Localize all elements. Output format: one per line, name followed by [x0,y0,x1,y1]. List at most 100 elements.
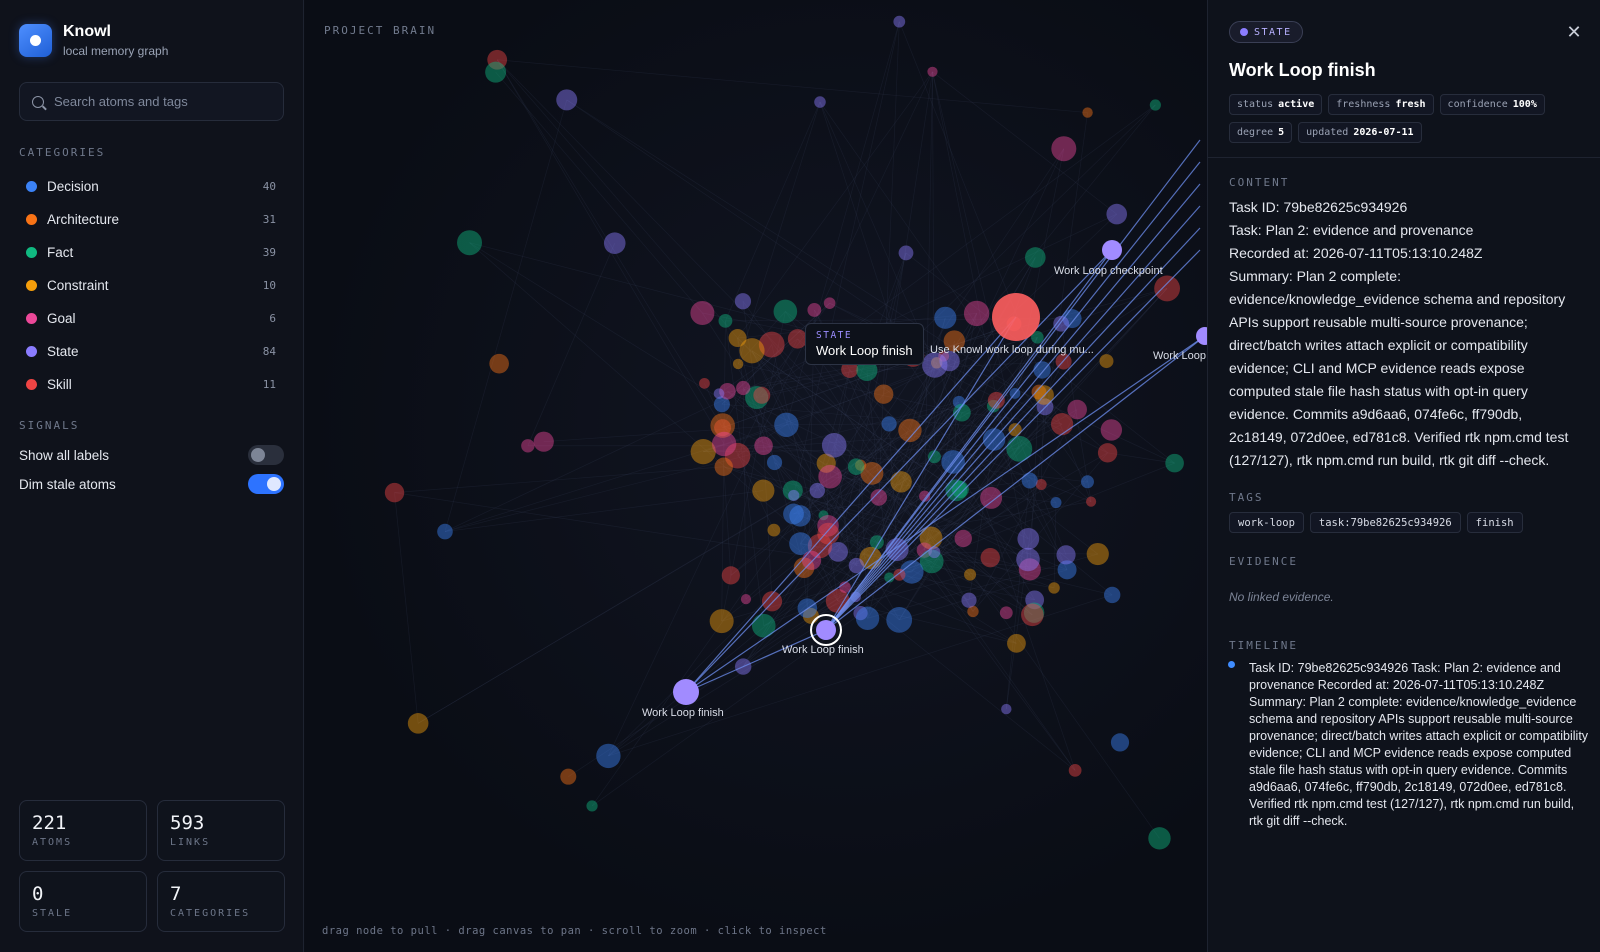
graph-node[interactable] [1018,558,1041,581]
graph-node[interactable] [556,89,578,111]
graph-node[interactable] [1033,361,1051,379]
graph-node[interactable] [856,359,878,382]
graph-node[interactable] [898,245,914,261]
graph-node[interactable] [773,299,798,324]
graph-node[interactable] [817,514,839,537]
graph-node[interactable] [999,606,1013,620]
graph-node[interactable] [1068,764,1082,777]
graph-node[interactable] [823,297,836,309]
graph-node[interactable] [1097,443,1118,463]
graph-node[interactable] [814,96,826,108]
graph-node[interactable] [713,388,725,399]
graph-node[interactable] [916,542,933,558]
graph-node[interactable] [751,613,776,638]
graph-canvas[interactable]: Work Loop checkpoint Use Knowl work loop… [305,0,1207,952]
close-icon[interactable]: ✕ [1566,22,1582,42]
tag-chip[interactable]: task:79be82625c934926 [1309,512,1461,533]
graph-node[interactable] [939,350,960,372]
graph-node[interactable] [927,66,938,77]
graph-node[interactable] [848,557,865,574]
graph-node[interactable] [487,49,508,70]
graph-node[interactable] [818,510,829,521]
graph-node[interactable] [1085,496,1097,507]
dim-stale-atoms-toggle[interactable] [248,474,284,494]
category-decision[interactable]: Decision 40 [19,170,284,203]
graph-node[interactable] [810,614,842,646]
graph-node[interactable] [603,232,626,254]
graph-node[interactable] [754,436,773,456]
graph-node[interactable] [713,396,730,413]
graph-node[interactable] [1149,99,1161,111]
graph-node[interactable] [817,522,840,545]
category-state[interactable]: State 84 [19,335,284,368]
graph-node[interactable] [752,479,775,502]
graph-node[interactable] [1025,247,1046,268]
graph-node[interactable] [745,385,769,410]
graph-node[interactable] [1001,703,1012,715]
graph-node[interactable] [1035,478,1047,490]
graph-node[interactable] [927,450,941,464]
graph-node[interactable] [718,314,733,328]
category-skill[interactable]: Skill 11 [19,368,284,401]
graph-node[interactable] [809,482,826,499]
graph-node[interactable] [560,768,577,785]
graph-node[interactable] [793,557,815,578]
graph-node[interactable] [1008,423,1022,437]
graph-node[interactable] [860,461,884,485]
graph-node[interactable] [853,606,868,621]
graph-node[interactable] [821,432,847,458]
graph-node[interactable] [407,713,429,734]
graph-node[interactable] [992,293,1040,341]
graph-node[interactable] [1103,586,1121,604]
graph-node[interactable] [766,454,783,471]
graph-node[interactable] [724,442,751,469]
graph-node[interactable] [807,533,833,559]
graph-node[interactable] [1017,527,1040,550]
graph-node[interactable] [1050,413,1074,436]
graph-node[interactable] [1080,475,1094,489]
graph-node[interactable] [1016,547,1040,572]
tag-chip[interactable]: finish [1466,512,1523,533]
graph-node[interactable] [740,594,752,605]
graph-node[interactable] [881,416,897,432]
graph-node[interactable] [893,15,906,28]
graph-node[interactable] [787,329,808,349]
graph-svg[interactable]: Work Loop checkpoint Use Knowl work loop… [305,0,1207,952]
graph-node[interactable] [952,403,971,422]
graph-node[interactable] [873,384,894,404]
graph-node[interactable] [890,471,912,493]
graph-node[interactable] [1056,545,1076,565]
graph-node[interactable] [714,457,733,476]
graph-node[interactable] [1050,497,1062,509]
graph-node[interactable] [673,679,699,705]
graph-node[interactable] [732,358,744,370]
graph-node[interactable] [801,550,822,570]
graph-node[interactable] [1110,733,1130,752]
graph-node[interactable] [828,541,848,562]
graph-node[interactable] [922,352,948,378]
graph-node[interactable] [714,419,732,437]
graph-node[interactable] [1057,560,1077,580]
graph-node[interactable] [847,458,865,476]
graph-node[interactable] [1025,590,1045,610]
graph-node[interactable] [758,331,785,358]
graph-node[interactable] [709,609,734,634]
graph-node[interactable] [1021,472,1038,489]
category-architecture[interactable]: Architecture 31 [19,203,284,236]
graph-node[interactable] [1006,435,1033,462]
graph-node[interactable] [789,505,811,527]
graph-node[interactable] [816,453,836,473]
graph-node[interactable] [721,566,740,585]
graph-node[interactable] [690,300,715,325]
graph-node[interactable] [489,353,509,374]
tag-chip[interactable]: work-loop [1229,512,1304,533]
graph-node[interactable] [931,357,943,369]
category-goal[interactable]: Goal 6 [19,302,284,335]
graph-node[interactable] [1106,203,1128,225]
graph-node[interactable] [788,489,800,502]
graph-node[interactable] [951,480,969,499]
graph-node[interactable] [485,61,507,83]
graph-node[interactable] [710,413,735,438]
graph-node[interactable] [899,560,924,584]
graph-node[interactable] [928,546,941,559]
